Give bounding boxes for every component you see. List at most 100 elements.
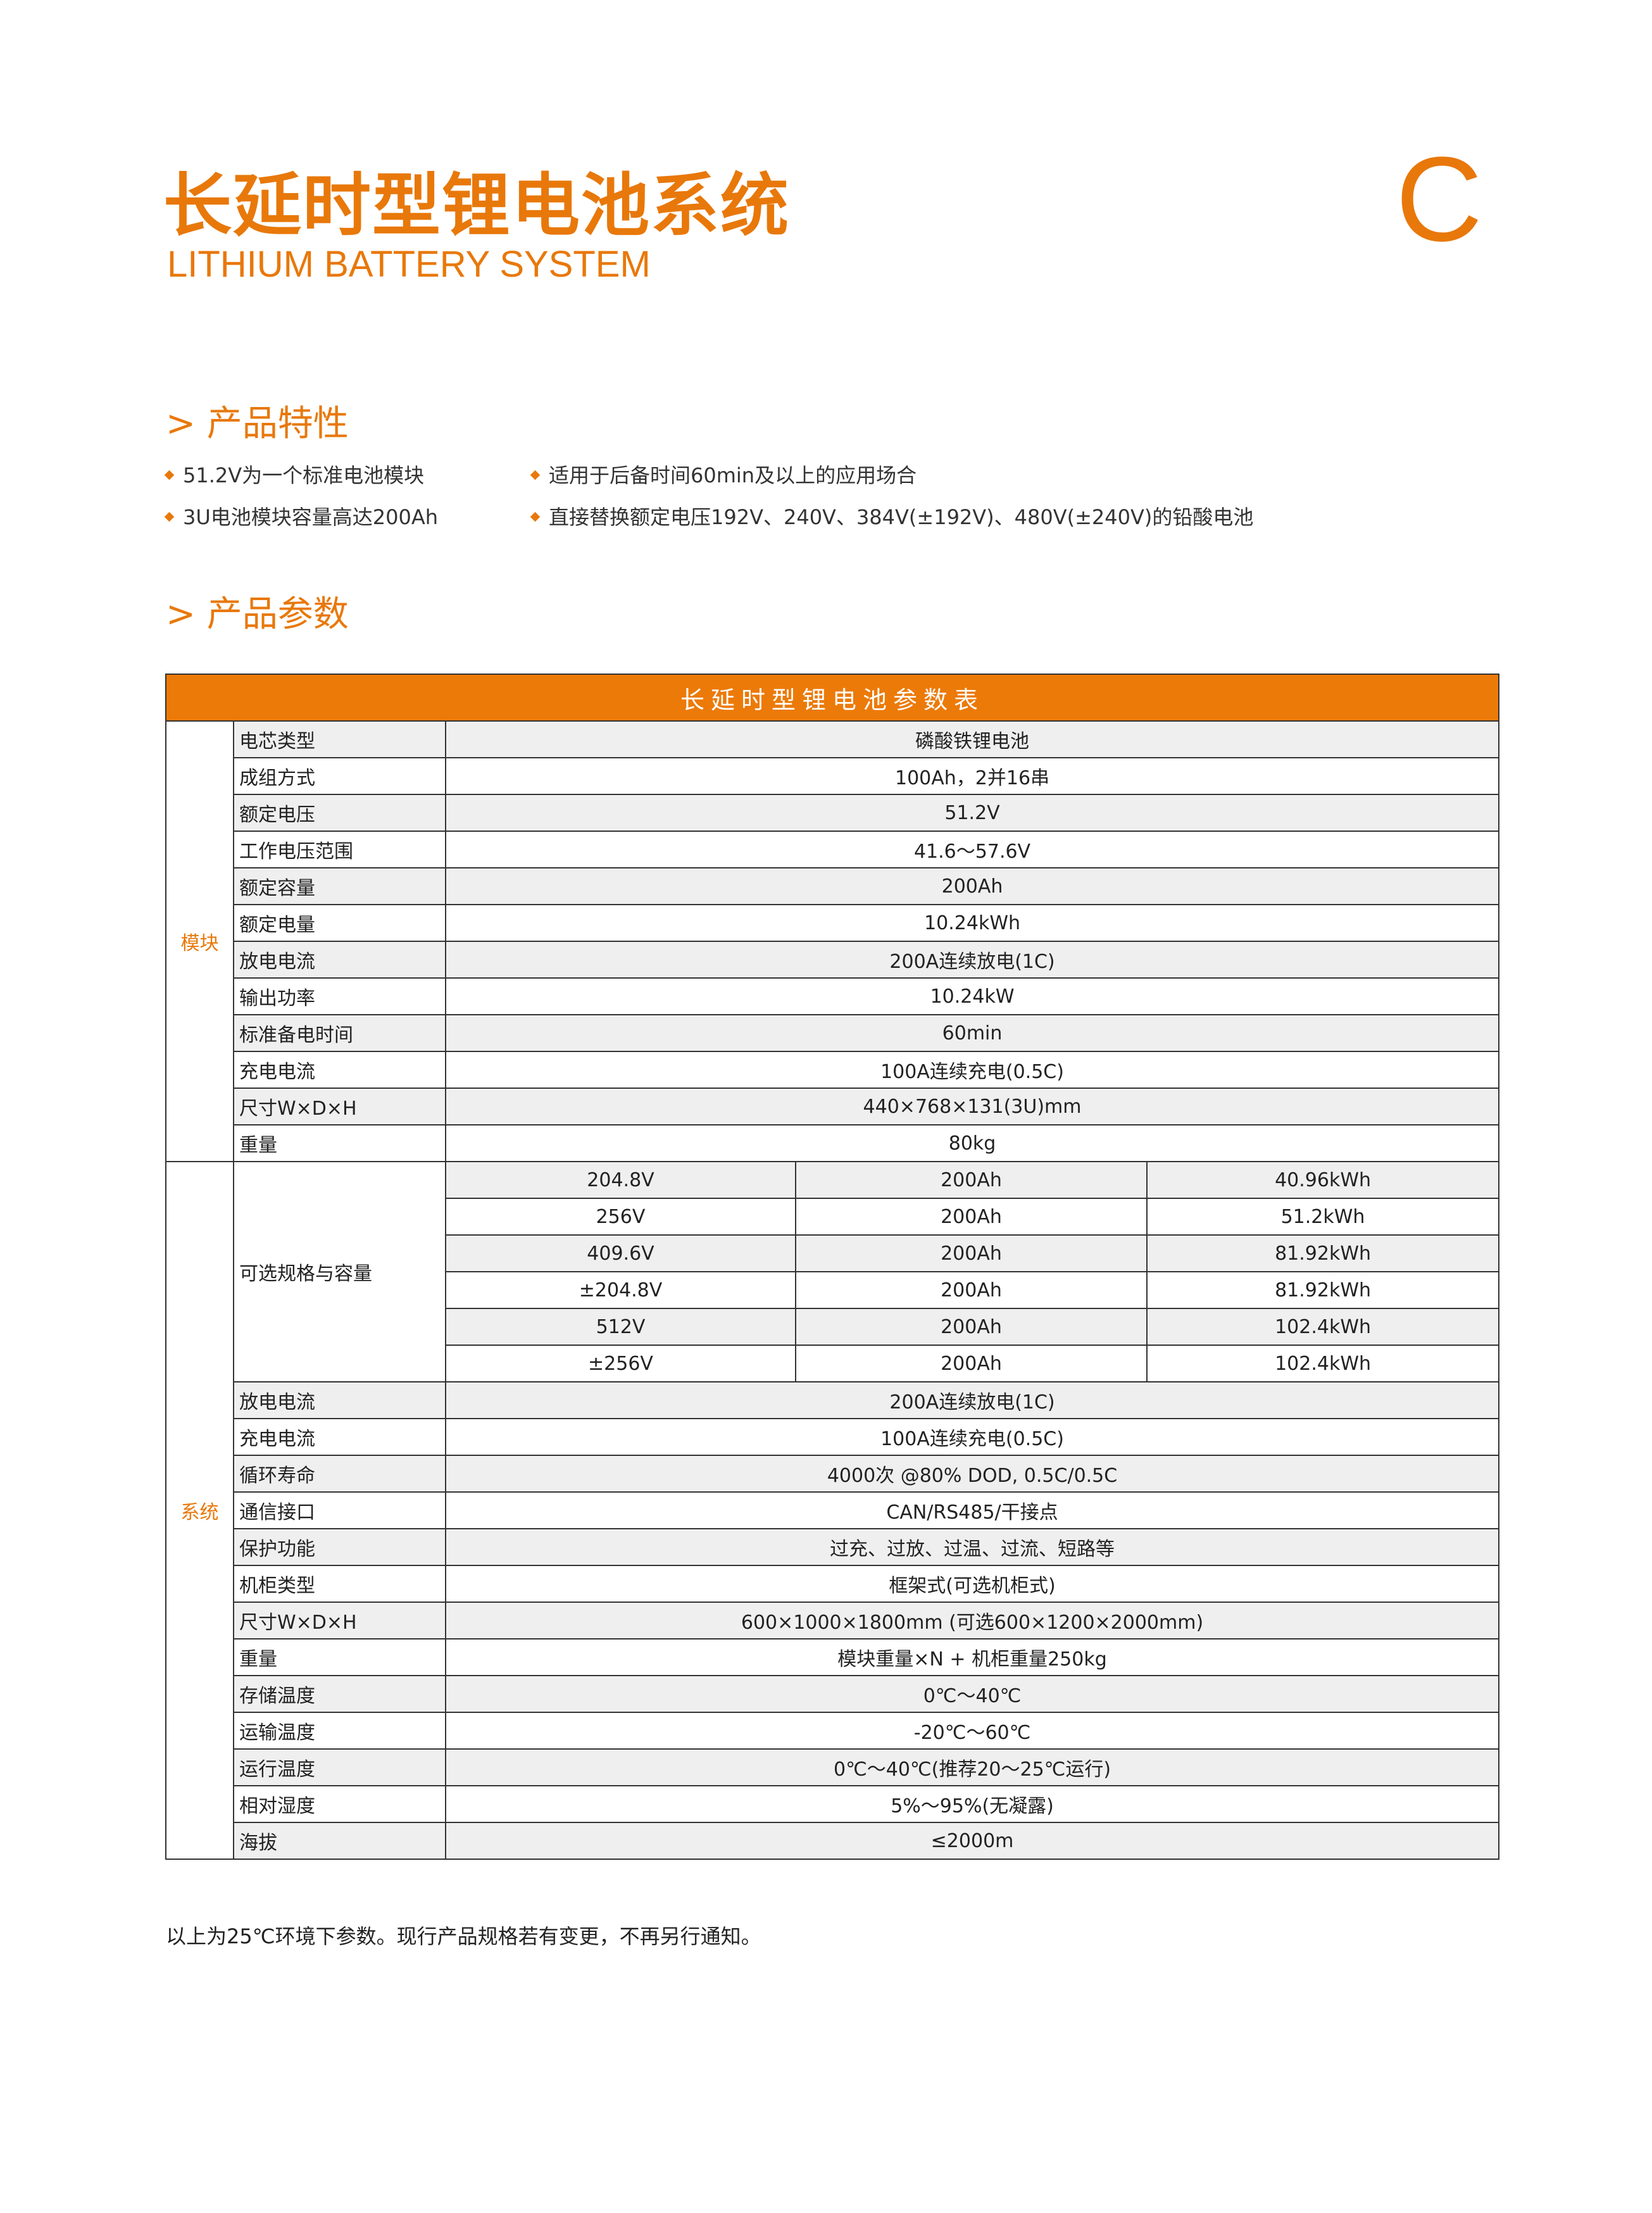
table-cell: 额定容量 [233,867,446,905]
subtitle: LITHIUM BATTERY SYSTEM [167,244,651,285]
table-cell: 可选规格与容量 [233,1161,446,1382]
table-cell: 51.2kWh [1146,1198,1500,1236]
table-row: ±204.8V 200Ah 81.92kWh [166,1271,1500,1309]
table-row: 409.6V 200Ah 81.92kWh [166,1234,1500,1272]
table-cell: 200A连续放电(1C) [444,941,1500,979]
table-cell: 重量 [233,1638,446,1676]
table-cell: 保护功能 [233,1528,446,1566]
table-cell: 204.8V [445,1161,796,1199]
table-cell: 电芯类型 [233,720,446,758]
table-row: 尺寸W×D×H 600×1000×1800mm (可选600×1200×2000m… [166,1602,1500,1639]
table-cell: 0℃～40℃(推荐20～25℃运行) [444,1748,1500,1786]
table-cell: 放电电流 [233,1381,446,1419]
table-cell: CAN/RS485/干接点 [444,1491,1500,1529]
table-cell: 200Ah [795,1345,1148,1382]
table-cell: 输出功率 [233,977,446,1015]
table-cell: 200Ah [795,1308,1148,1346]
table-cell: ≤2000m [444,1822,1500,1860]
table-cell: 框架式(可选机柜式) [444,1565,1500,1603]
table-cell: 10.24kW [444,977,1500,1015]
table-cell: 重量 [233,1124,446,1162]
table-cell: 额定电量 [233,904,446,942]
table-row: 充电电流 100A连续充电(0.5C) [166,1418,1500,1456]
table-cell: 海拔 [233,1822,446,1860]
table-cell: 256V [445,1198,796,1236]
table-cell: 长延时型锂电池参数表 [165,674,1500,722]
table-cell: 440×768×131(3U)mm [444,1088,1500,1125]
table-cell: ±204.8V [445,1271,796,1309]
table-cell: 409.6V [445,1234,796,1272]
table-cell: 4000次 @80% DOD, 0.5C/0.5C [444,1455,1500,1493]
table-row: 保护功能 过充、过放、过温、过流、短路等 [166,1528,1500,1566]
table-cell: 尺寸W×D×H [233,1088,446,1125]
table-cell: 工作电压范围 [233,831,446,868]
table-cell: 循环寿命 [233,1455,446,1493]
table-row: 尺寸W×D×H 440×768×131(3U)mm [166,1088,1500,1125]
table-cell: 512V [445,1308,796,1346]
spec-table: 长延时型锂电池参数表 模块 电芯类型 磷酸铁锂电池 成组方式 100Ah，2并16串 额定电… [165,674,1500,1860]
table-cell: 尺寸W×D×H [233,1602,446,1639]
table-cell: 100A连续充电(0.5C) [444,1418,1500,1456]
table-cell: 机柜类型 [233,1565,446,1603]
table-cell: 存储温度 [233,1675,446,1713]
table-cell: 51.2V [444,794,1500,832]
table-row: 循环寿命 4000次 @80% DOD, 0.5C/0.5C [166,1455,1500,1493]
table-cell: 600×1000×1800mm (可选600×1200×2000mm) [444,1602,1500,1639]
title: 长延时型锂电池系统 [163,166,791,246]
table-cell: 磷酸铁锂电池 [444,720,1500,758]
table-cell: 200Ah [795,1271,1148,1309]
table-cell: 60min [444,1014,1500,1052]
table-row: 存储温度 0℃～40℃ [166,1675,1500,1713]
table-cell: 200Ah [444,867,1500,905]
table-cell: 运行温度 [233,1748,446,1786]
table-row: 通信接口 CAN/RS485/干接点 [166,1491,1500,1529]
table-cell: 充电电流 [233,1418,446,1456]
table-cell: 81.92kWh [1146,1271,1500,1309]
table-cell: 过充、过放、过温、过流、短路等 [444,1528,1500,1566]
table-row: 放电电流 200A连续放电(1C) [166,941,1500,979]
table-cell: 放电电流 [233,941,446,979]
feature-item: 3U电池模块容量高达200Ah [166,501,438,530]
table-cell: 0℃～40℃ [444,1675,1500,1713]
table-row: 额定电压 51.2V [166,794,1500,832]
table-row: 标准备电时间 60min [166,1014,1500,1052]
table-cell: 81.92kWh [1146,1234,1500,1272]
feature-item: 51.2V为一个标准电池模块 [166,460,424,489]
table-row: 额定容量 200Ah [166,867,1500,905]
table-cell: 41.6～57.6V [444,831,1500,868]
table-cell: 100Ah，2并16串 [444,757,1500,795]
table-cell: 充电电流 [233,1051,446,1089]
footnote: 以上为25℃环境下参数。现行产品规格若有变更，不再另行通知。 [166,1924,761,1948]
table-row: 运输温度 -20℃～60℃ [166,1712,1500,1750]
feature-item: 适用于后备时间60min及以上的应用场合 [532,460,917,489]
table-row: 系统 可选规格与容量 204.8V 200Ah 40.96kWh [165,1161,1500,1860]
table-row: 机柜类型 框架式(可选机柜式) [166,1565,1500,1603]
table-cell: 200Ah [795,1161,1148,1199]
table-row: 相对湿度 5%～95%(无凝露) [166,1785,1500,1823]
table-row: 512V 200Ah 102.4kWh [166,1308,1500,1346]
table-row: 成组方式 100Ah，2并16串 [166,757,1500,795]
table-row: 充电电流 100A连续充电(0.5C) [166,1051,1500,1089]
table-cell: 102.4kWh [1146,1345,1500,1382]
table-row: 模块 电芯类型 磷酸铁锂电池 [165,720,1500,1162]
table-cell: 相对湿度 [233,1785,446,1823]
section-heading: > 产品参数 [166,594,349,635]
table-cell: 102.4kWh [1146,1308,1500,1346]
section-letter: C [1396,132,1483,266]
table-cell: 80kg [444,1124,1500,1162]
table-row: 256V 200Ah 51.2kWh [166,1198,1500,1236]
table-cell: 200Ah [795,1234,1148,1272]
table-cell: 40.96kWh [1146,1161,1500,1199]
table-row: 工作电压范围 41.6～57.6V [166,831,1500,868]
table-cell: 5%～95%(无凝露) [444,1785,1500,1823]
table-row: 运行温度 0℃～40℃(推荐20～25℃运行) [166,1748,1500,1786]
table-row: ±256V 200Ah 102.4kWh [166,1345,1500,1382]
feature-item: 直接替换额定电压192V、240V、384V(±192V)、480V(±240V… [532,501,1253,530]
table-cell: 成组方式 [233,757,446,795]
table-row: 额定电量 10.24kWh [166,904,1500,942]
table-cell: 200A连续放电(1C) [444,1381,1500,1419]
table-cell: 系统 [165,1161,234,1860]
section-heading: > 产品特性 [166,403,349,444]
table-cell: -20℃～60℃ [444,1712,1500,1750]
